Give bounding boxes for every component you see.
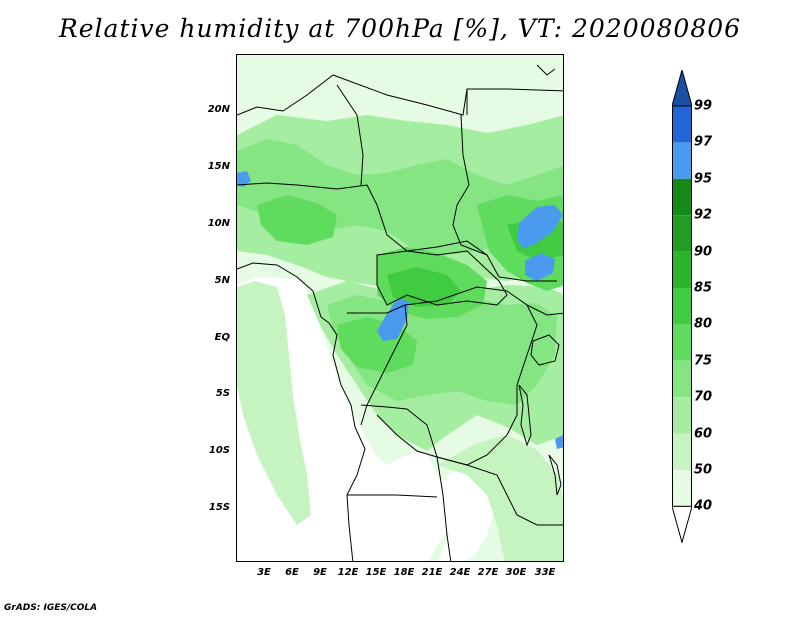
colorbar-label: 95: [694, 171, 713, 187]
colorbar: [672, 70, 692, 544]
colorbar-bin: [672, 142, 692, 179]
lon-label-6e: 6E: [285, 567, 299, 578]
colorbar-label: 97: [694, 134, 713, 150]
border-east: [526, 304, 563, 316]
lon-label-30e: 30E: [505, 567, 527, 578]
saturated-patch-east-2: [525, 253, 555, 281]
lat-label-eq: EQ: [214, 332, 230, 343]
lat-label-10n: 10N: [207, 218, 230, 229]
saturated-patch-east-1: [517, 205, 563, 249]
border-libya: [332, 74, 563, 116]
border-congo: [347, 304, 408, 426]
political-boundaries: [237, 64, 563, 561]
colorbar-label: 50: [694, 462, 713, 478]
coast-ne: [536, 64, 556, 76]
strong-core-west: [257, 195, 337, 245]
lat-label-15s: 15S: [208, 502, 230, 513]
lat-label-10s: 10S: [208, 445, 230, 456]
lake-tanganyika: [518, 384, 532, 447]
lon-label-12e: 12E: [337, 567, 359, 578]
lon-label-21e: 21E: [421, 567, 443, 578]
lake-victoria: [530, 334, 560, 366]
border-angola: [360, 404, 452, 561]
colorbar-bin-top: [672, 70, 692, 107]
colorbar-label: 92: [694, 207, 713, 223]
colorbar-label: 90: [694, 244, 713, 260]
lake-malawi: [548, 454, 562, 496]
lat-label-20n: 20N: [207, 104, 230, 115]
colorbar-label: 40: [694, 498, 713, 514]
border-drc: [376, 286, 538, 466]
pale-region-southeast: [437, 435, 563, 561]
border-niger: [336, 84, 364, 186]
saturated-patch-congo: [377, 299, 409, 341]
colorbar-bin: [672, 178, 692, 216]
dry-region-southeast: [437, 465, 495, 561]
colorbar-bin: [672, 470, 692, 507]
border-zambia: [436, 456, 563, 526]
border-chad-sudan: [452, 114, 488, 256]
saturated-patch-west: [237, 171, 251, 187]
lon-label-27e: 27E: [477, 567, 499, 578]
humidity-field: [237, 55, 563, 561]
map-panel: [236, 54, 564, 562]
border-namibia: [347, 494, 438, 498]
colorbar-label: 60: [694, 426, 713, 442]
colorbar-bin: [672, 251, 692, 288]
border-sahel: [237, 182, 500, 278]
lat-label-15n: 15N: [207, 161, 230, 172]
colorbar-bin: [672, 324, 692, 361]
deep-core-central: [387, 267, 461, 307]
colorbar-bin: [672, 288, 692, 325]
footer-credit: GrADS: IGES/COLA: [4, 603, 98, 613]
border-car: [376, 250, 508, 306]
colorbar-label: 80: [694, 316, 713, 332]
colorbar-bin: [672, 360, 692, 398]
border-north-west: [237, 74, 334, 116]
colorbar-bin: [672, 433, 692, 470]
colorbar-bin: [672, 215, 692, 252]
lon-label-24e: 24E: [449, 567, 471, 578]
chart-title: Relative humidity at 700hPa [%], VT: 202…: [58, 14, 742, 43]
saturated-patch-south: [555, 435, 563, 449]
lon-label-9e: 9E: [313, 567, 327, 578]
lon-label-33e: 33E: [534, 567, 556, 578]
colorbar-bin-bottom: [672, 505, 692, 544]
colorbar-bin: [672, 397, 692, 434]
colorbar-label: 70: [694, 389, 713, 405]
border-south-sudan: [498, 276, 557, 282]
colorbar-bin: [672, 106, 692, 143]
pale-region-atlantic: [237, 281, 311, 525]
lon-label-15e: 15E: [365, 567, 387, 578]
lon-label-3e: 3E: [257, 567, 271, 578]
lat-label-5n: 5N: [214, 275, 230, 286]
lat-label-5s: 5S: [215, 388, 230, 399]
lon-label-18e: 18E: [393, 567, 415, 578]
colorbar-label: 75: [694, 353, 713, 369]
colorbar-label: 99: [694, 98, 713, 114]
coastline-west: [237, 262, 366, 561]
colorbar-label: 85: [694, 280, 713, 296]
